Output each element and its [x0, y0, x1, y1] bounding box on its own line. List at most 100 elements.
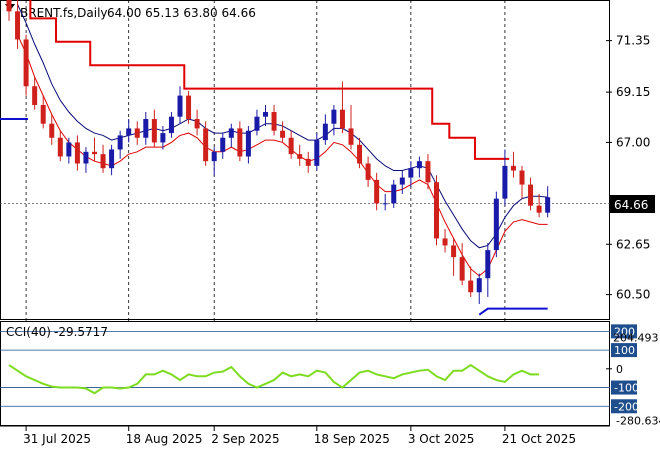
candle-body-7 — [66, 142, 72, 157]
candle-body-42 — [365, 163, 371, 180]
candle-body-18 — [160, 133, 166, 143]
candle-body-24 — [211, 151, 217, 162]
cci-zero-label: 0 — [616, 363, 623, 376]
x-tick-label-3: 18 Sep 2025 — [314, 432, 390, 446]
candle-body-33 — [288, 137, 294, 155]
candle-body-19 — [168, 116, 174, 134]
x-axis: 31 Jul 2025 18 Aug 2025 2 Sep 2025 18 Sep 2… — [0, 425, 610, 446]
candle-body-23 — [203, 128, 209, 162]
candle-body-43 — [374, 179, 380, 204]
current-price-box — [610, 195, 655, 213]
candle-body-40 — [348, 128, 354, 145]
candle-body-8 — [74, 142, 80, 164]
cci-y-axis: 200 100 0 -100 -200 204.493 -280.634 — [606, 324, 660, 427]
candle-body-17 — [151, 119, 157, 143]
candle-body-6 — [57, 137, 63, 157]
candle-body-26 — [228, 128, 234, 138]
cci-level-label-0: 200 — [614, 325, 635, 338]
candle-body-62 — [536, 205, 542, 213]
candles — [6, 0, 551, 304]
candle-body-36 — [314, 140, 320, 166]
cci-level-box-4 — [611, 399, 637, 414]
candle-body-60 — [519, 170, 525, 185]
resistance-line — [29, 0, 510, 160]
candle-body-4 — [40, 104, 46, 124]
candle-body-20 — [177, 95, 183, 117]
candle-body-46 — [399, 177, 405, 185]
candle-body-30 — [263, 112, 268, 117]
cci-level-box-1 — [611, 343, 637, 358]
candle-body-11 — [100, 154, 106, 169]
candle-body-58 — [502, 165, 508, 199]
candle-body-37 — [322, 123, 328, 141]
header-symbol: BRENT.fs,Daily — [20, 6, 108, 20]
candle-body-38 — [331, 109, 337, 124]
candle-body-41 — [357, 144, 363, 164]
cci-title: CCI(40) — [6, 325, 51, 339]
cci-min-label: -280.634 — [616, 414, 660, 427]
candle-body-22 — [194, 119, 200, 129]
candle-body-21 — [186, 95, 192, 120]
y-tick-label-2: 67.00 — [616, 135, 650, 149]
candle-body-54 — [468, 280, 474, 293]
candle-body-45 — [391, 184, 397, 204]
candle-body-16 — [143, 119, 149, 138]
support-right — [478, 307, 548, 316]
candle-body-50 — [434, 182, 439, 239]
candle-body-3 — [32, 86, 38, 105]
candle-body-1 — [15, 11, 21, 40]
candle-body-29 — [254, 116, 260, 131]
candle-body-5 — [49, 123, 55, 138]
x-tick-label-2: 2 Sep 2025 — [211, 432, 279, 446]
y-tick-label-1: 69.15 — [616, 85, 650, 99]
candle-body-56 — [485, 250, 491, 279]
candle-body-44 — [382, 203, 388, 205]
candle-body-10 — [92, 151, 97, 155]
candle-body-12 — [109, 149, 115, 169]
cci-level-label-4: -200 — [614, 400, 639, 413]
candle-body-51 — [442, 238, 448, 246]
y-tick-label-4: 62.65 — [616, 237, 650, 251]
price-y-axis: 71.35 69.15 67.00 62.65 60.50 — [606, 34, 650, 302]
cci-line — [8, 363, 540, 395]
header-ohlc: 64.00 65.13 63.80 64.66 — [107, 6, 256, 20]
candle-body-31 — [271, 112, 277, 131]
candle-body-25 — [220, 137, 226, 152]
candle-body-39 — [339, 109, 345, 129]
cci-level-label-1: 100 — [614, 344, 635, 357]
cci-level-label-3: -100 — [614, 382, 639, 395]
current-price-label: 64.66 — [614, 198, 648, 212]
candle-body-27 — [237, 128, 243, 157]
candle-body-9 — [83, 151, 89, 164]
cci-value: -29.5717 — [54, 325, 108, 339]
support-line — [0, 118, 548, 316]
candle-body-48 — [416, 161, 422, 169]
candle-body-13 — [117, 135, 123, 150]
candle-body-63 — [545, 197, 551, 213]
candle-body-2 — [23, 39, 29, 87]
candle-body-55 — [476, 278, 482, 293]
cci-level-box-3 — [611, 380, 637, 395]
cci-path — [8, 363, 540, 395]
candle-body-52 — [451, 245, 457, 258]
x-tick-label-0: 31 Jul 2025 — [23, 432, 91, 446]
candle-body-35 — [305, 158, 311, 166]
candle-body-32 — [280, 130, 286, 138]
resistance-path — [29, 0, 510, 160]
candle-body-34 — [297, 154, 303, 159]
candle-body-15 — [134, 128, 140, 138]
candle-body-61 — [528, 184, 534, 206]
candle-body-57 — [493, 198, 499, 251]
cci-panel-frame — [0, 321, 610, 426]
x-tick-label-5: 21 Oct 2025 — [502, 432, 576, 446]
candle-body-14 — [126, 128, 132, 136]
x-tick-label-1: 18 Aug 2025 — [126, 432, 203, 446]
cci-max-label: 204.493 — [613, 332, 659, 345]
cci-panel: CCI(40) -29.5717 200 100 0 -100 -200 204.493 -… — [0, 321, 660, 427]
x-tick-label-4: 3 Oct 2025 — [408, 432, 475, 446]
candle-body-47 — [408, 168, 414, 178]
candle-body-59 — [510, 165, 516, 171]
candle-body-0 — [6, 0, 12, 12]
candle-body-53 — [459, 257, 465, 281]
